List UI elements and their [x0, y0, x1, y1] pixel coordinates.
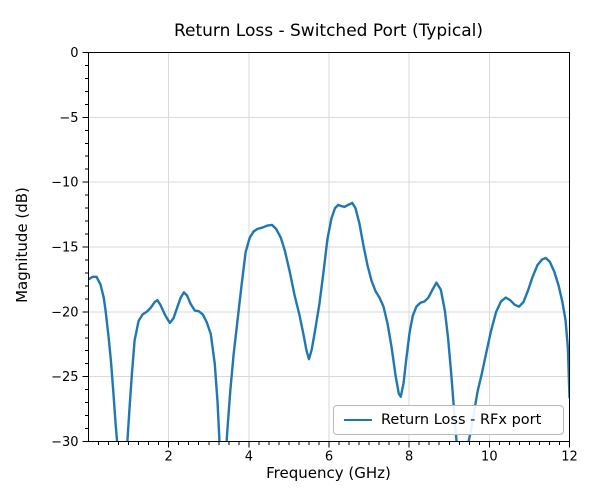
- chart-title: Return Loss - Switched Port (Typical): [173, 21, 484, 41]
- y-tick-label: −20: [51, 305, 78, 320]
- legend: Return Loss - RFx port: [333, 405, 564, 435]
- tick-marks: [82, 52, 570, 448]
- x-tick-label: 6: [325, 450, 333, 465]
- x-tick-label: 12: [561, 450, 578, 465]
- x-tick-label: 8: [405, 450, 413, 465]
- y-tick-label: −30: [51, 435, 78, 450]
- y-tick-label: −15: [51, 241, 78, 256]
- tick-labels: 2 4 6 8 10 12 0 −5 −10 −15 −20 −25 −30: [51, 46, 578, 465]
- x-tick-label: 2: [165, 450, 173, 465]
- y-tick-label: −10: [51, 176, 78, 191]
- y-tick-label: 0: [70, 46, 78, 61]
- series-line-return-loss: [88, 201, 570, 442]
- x-tick-label: 10: [481, 450, 498, 465]
- gridlines: [88, 52, 570, 442]
- y-tick-label: −25: [51, 370, 78, 385]
- x-tick-label: 4: [245, 450, 253, 465]
- y-tick-label: −5: [59, 111, 78, 126]
- legend-label: Return Loss - RFx port: [381, 412, 542, 428]
- x-axis-label: Frequency (GHz): [266, 464, 391, 482]
- legend-line-sample: [344, 419, 372, 421]
